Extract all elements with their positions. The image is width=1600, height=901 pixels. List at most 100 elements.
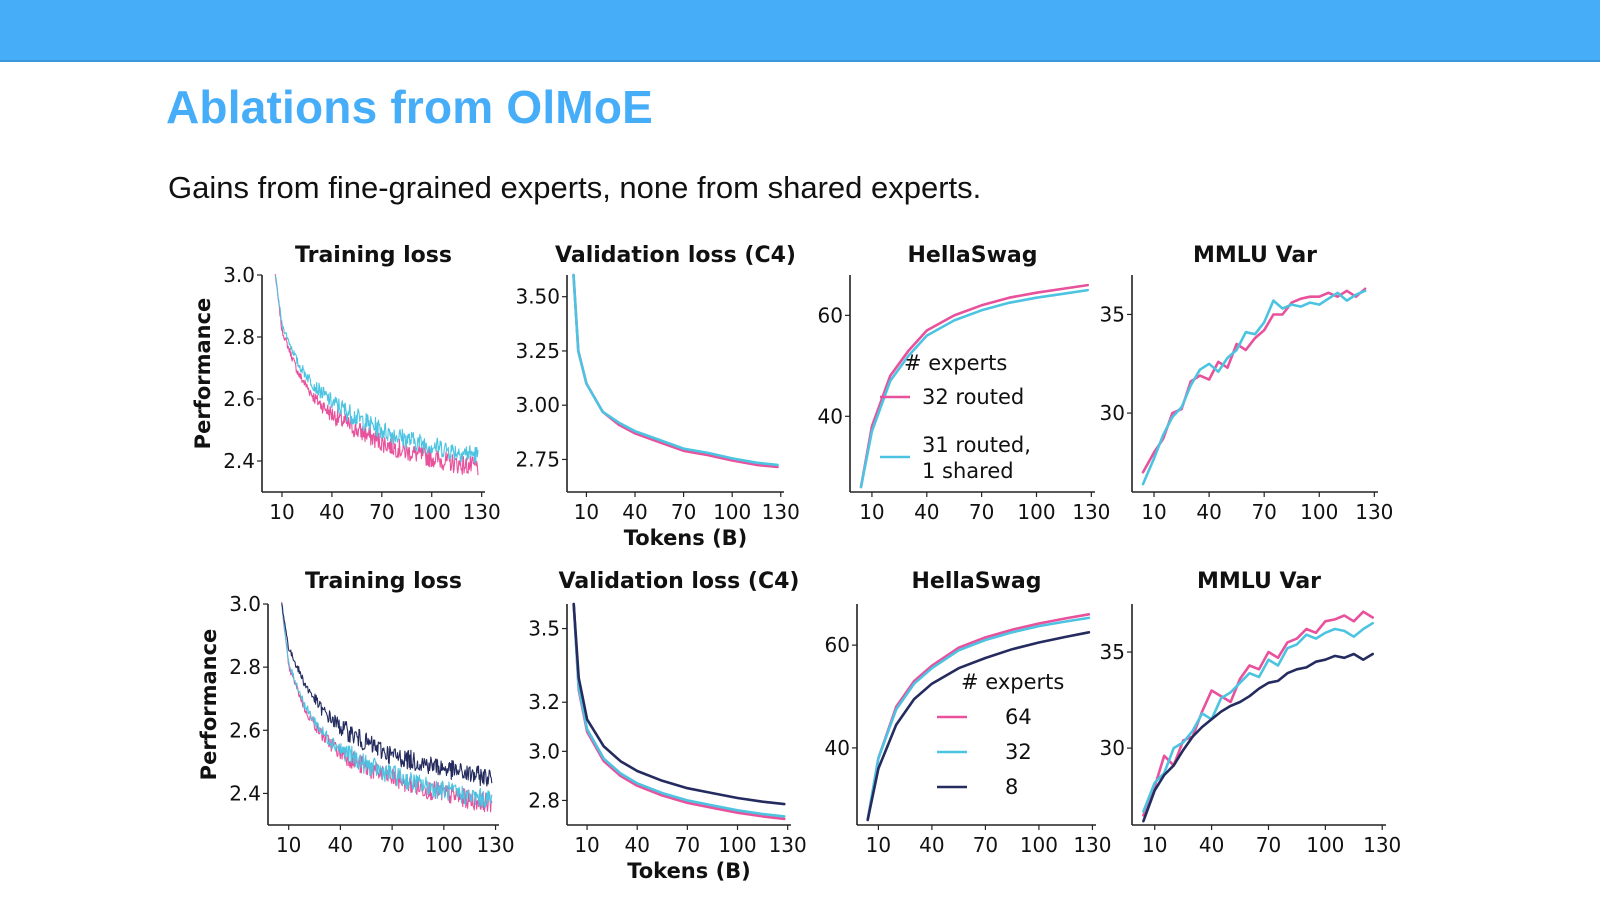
panel-1: 10 40 70 100 130 3.0 2.8 2.6 2.4 Training loss Per… [191, 243, 501, 524]
x-tick-label: 10 [866, 833, 891, 857]
y-tick-label: 3.00 [515, 393, 560, 417]
y-tick-label: 2.8 [223, 325, 255, 349]
x-tick-label: 130 [1072, 500, 1110, 524]
x-tick-label: 100 [1017, 500, 1055, 524]
legend-label: 8 [1005, 775, 1018, 799]
legend-label: 64 [1005, 705, 1032, 729]
series-line-32-routed [572, 273, 779, 469]
x-tick-label: 10 [859, 500, 884, 524]
series-line-8 [572, 602, 786, 806]
legend: # experts 32 routed 31 routed, 1 shared [880, 351, 1031, 483]
legend-title: # experts [961, 670, 1064, 694]
panel-title: Validation loss (C4) [555, 243, 796, 268]
y-tick-label: 3.0 [229, 592, 261, 616]
panel-5: 10 40 70 100 130 3.0 2.8 2.6 2.4 Training loss Per… [197, 569, 515, 857]
y-tick-label: 3.0 [223, 263, 255, 287]
y-tick-label: 60 [825, 633, 850, 657]
series-line-32-routed [1141, 287, 1367, 474]
panel-title: HellaSwag [911, 569, 1041, 594]
x-tick-label: 40 [319, 500, 344, 524]
series-line-64 [1142, 610, 1374, 817]
x-tick-label: 70 [671, 500, 696, 524]
y-tick-label: 2.4 [223, 449, 255, 473]
panel-2: 10 40 70 100 130 3.50 3.25 3.00 2.75 Validation l… [515, 243, 799, 550]
panel-3: 10 40 70 100 130 60 40 HellaSwag # experts 32 rou… [818, 243, 1111, 524]
y-tick-label: 40 [825, 736, 850, 760]
panel-7: 10 40 70 100 130 60 40 HellaSwag # experts 64 32 8 [825, 569, 1112, 857]
x-tick-label: 130 [762, 500, 800, 524]
panel-4: 10 40 70 100 130 35 30 MMLU Var [1100, 243, 1394, 524]
y-axis-label: Performance [191, 298, 215, 450]
x-tick-label: 70 [675, 833, 700, 857]
panel-title: Training loss [305, 569, 462, 594]
legend-label: 32 routed [922, 385, 1024, 409]
panel-title: MMLU Var [1197, 569, 1321, 594]
x-tick-label: 100 [425, 833, 463, 857]
legend: # experts 64 32 8 [937, 670, 1064, 799]
panel-title: Validation loss (C4) [559, 569, 800, 594]
x-tick-label: 70 [1251, 500, 1276, 524]
series-line-8 [281, 603, 493, 787]
y-tick-label: 2.8 [229, 655, 261, 679]
series-line-32 [572, 602, 786, 818]
y-tick-label: 3.2 [528, 690, 560, 714]
slide-title: Ablations from OlMoE [166, 81, 653, 133]
x-tick-label: 130 [476, 833, 514, 857]
x-tick-label: 70 [369, 500, 394, 524]
panel-title: Training loss [295, 243, 452, 268]
slide-subtitle: Gains from fine-grained experts, none fr… [168, 170, 982, 205]
y-tick-label: 3.0 [528, 739, 560, 763]
y-axis-label: Performance [197, 629, 221, 781]
y-tick-label: 2.75 [515, 447, 560, 471]
x-tick-label: 130 [463, 500, 501, 524]
x-axis-label: Tokens (B) [624, 526, 748, 550]
series-line-31-routed-1-shared [274, 275, 479, 464]
y-tick-label: 3.25 [515, 339, 560, 363]
x-tick-label: 100 [718, 833, 756, 857]
series-line-32 [866, 616, 1091, 822]
x-tick-label: 100 [1306, 833, 1344, 857]
x-tick-label: 40 [328, 833, 353, 857]
y-tick-label: 3.50 [515, 285, 560, 309]
y-tick-label: 2.6 [229, 718, 261, 742]
x-tick-label: 10 [574, 833, 599, 857]
series-line-32-routed [274, 274, 479, 476]
y-tick-label: 2.4 [229, 781, 261, 805]
x-tick-label: 10 [1142, 833, 1167, 857]
x-tick-label: 40 [624, 833, 649, 857]
series-line-8 [1142, 652, 1374, 823]
x-tick-label: 40 [919, 833, 944, 857]
y-tick-label: 35 [1100, 302, 1125, 326]
panel-8: 10 40 70 100 130 35 30 MMLU Var [1100, 569, 1402, 857]
x-axis-label: Tokens (B) [627, 859, 751, 883]
x-tick-label: 130 [1363, 833, 1401, 857]
x-tick-label: 10 [269, 500, 294, 524]
x-tick-label: 70 [379, 833, 404, 857]
x-tick-label: 40 [914, 500, 939, 524]
x-tick-label: 100 [1300, 500, 1338, 524]
series-line-32 [281, 604, 493, 809]
y-tick-label: 2.6 [223, 387, 255, 411]
x-tick-label: 70 [1256, 833, 1281, 857]
y-tick-label: 3.5 [528, 617, 560, 641]
y-tick-label: 30 [1100, 736, 1125, 760]
y-tick-label: 30 [1100, 401, 1125, 425]
x-tick-label: 10 [574, 500, 599, 524]
x-tick-label: 10 [276, 833, 301, 857]
y-tick-label: 40 [818, 404, 843, 428]
x-tick-label: 40 [1199, 833, 1224, 857]
x-tick-label: 100 [1020, 833, 1058, 857]
legend-label: 31 routed, 1 shared [922, 433, 1031, 483]
series-line-32-routed [859, 283, 1089, 489]
series-line-32 [1142, 621, 1374, 813]
panel-title: HellaSwag [907, 243, 1037, 268]
x-tick-label: 100 [713, 500, 751, 524]
x-tick-label: 130 [1355, 500, 1393, 524]
series-line-31-routed-1-shared [1141, 289, 1367, 486]
legend-label: 32 [1005, 740, 1032, 764]
x-tick-label: 10 [1141, 500, 1166, 524]
x-tick-label: 70 [969, 500, 994, 524]
top-banner [0, 0, 1600, 62]
series-line-8 [866, 630, 1091, 822]
x-tick-label: 130 [1073, 833, 1111, 857]
